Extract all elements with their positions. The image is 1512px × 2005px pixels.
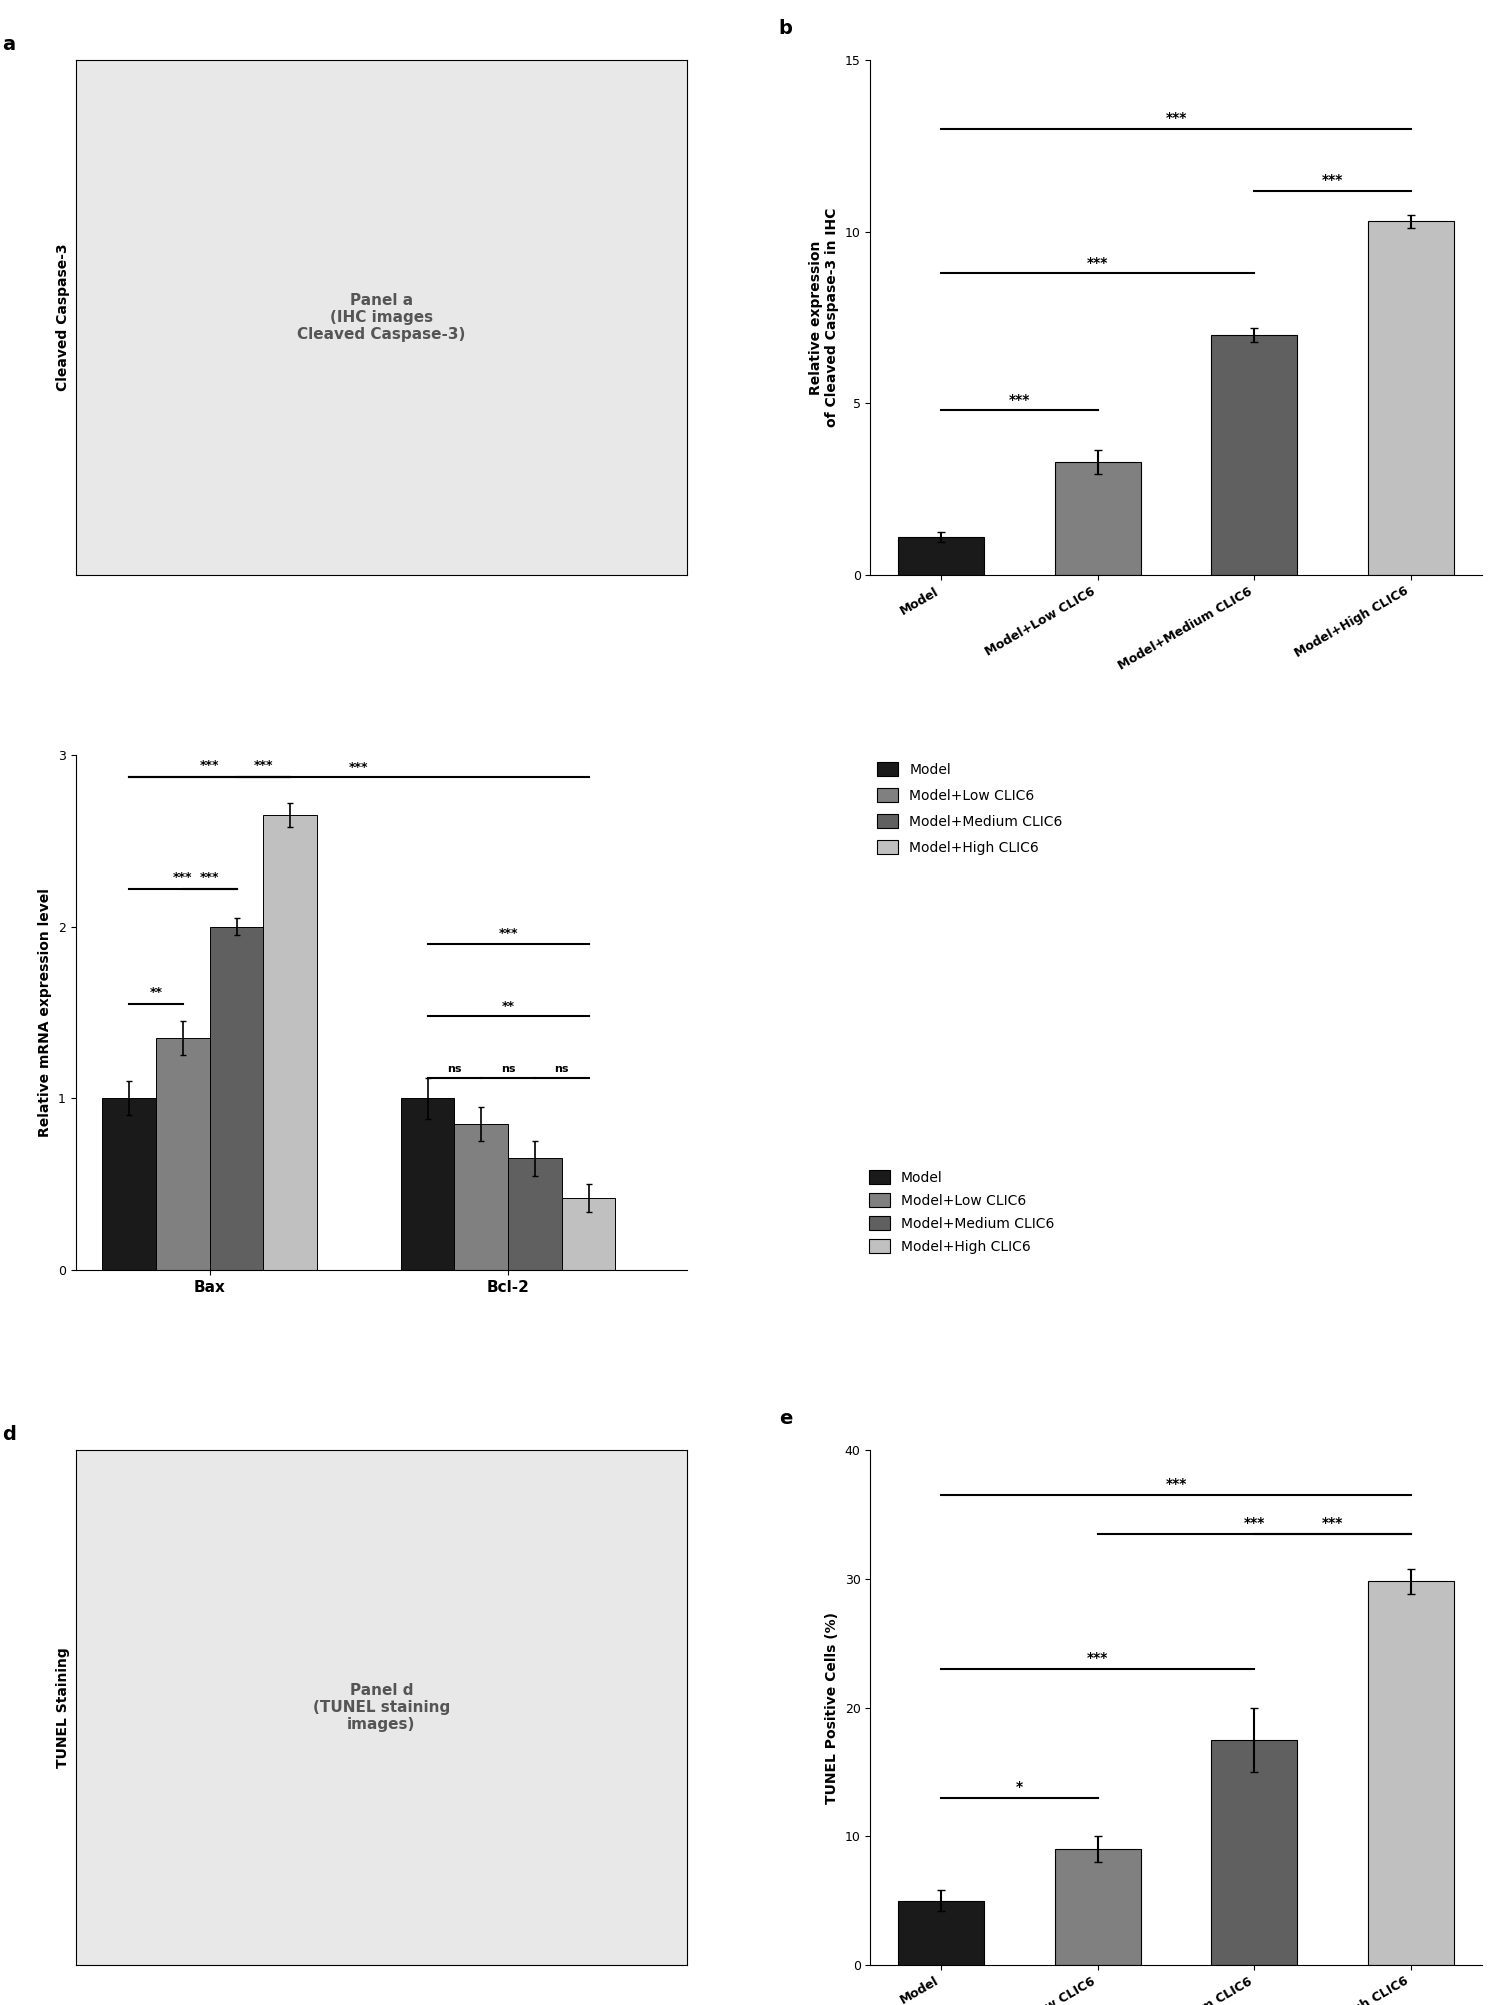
Text: ***: ***: [1321, 1516, 1343, 1530]
Text: Panel a
(IHC images
Cleaved Caspase-3): Panel a (IHC images Cleaved Caspase-3): [296, 293, 466, 343]
Text: d: d: [2, 1426, 17, 1444]
Bar: [1368, 221, 1455, 575]
Y-axis label: Relative expression
of Cleaved Caspase-3 in IHC: Relative expression of Cleaved Caspase-3…: [809, 209, 839, 427]
Bar: [210, 926, 263, 1269]
Text: ***: ***: [499, 928, 517, 940]
Legend: Model, Model+Low CLIC6, Model+Medium CLIC6, Model+High CLIC6: Model, Model+Low CLIC6, Model+Medium CLI…: [877, 762, 1063, 854]
Bar: [508, 1159, 562, 1269]
Bar: [103, 1099, 156, 1269]
Text: ***: ***: [1087, 1650, 1108, 1664]
Y-axis label: TUNEL Positive Cells (%): TUNEL Positive Cells (%): [826, 1612, 839, 1805]
Text: ***: ***: [1009, 393, 1030, 407]
Bar: [263, 816, 318, 1269]
Text: b: b: [779, 20, 792, 38]
Bar: [1368, 1582, 1455, 1965]
Text: Panel d
(TUNEL staining
images): Panel d (TUNEL staining images): [313, 1682, 451, 1732]
Legend: Model, Model+Low CLIC6, Model+Medium CLIC6, Model+High CLIC6: Model, Model+Low CLIC6, Model+Medium CLI…: [869, 1169, 1054, 1253]
Text: ns: ns: [448, 1065, 461, 1075]
Bar: [1055, 1849, 1142, 1965]
Text: ns: ns: [500, 1065, 516, 1075]
Text: ***: ***: [174, 870, 192, 884]
Text: ***: ***: [1244, 1516, 1266, 1530]
Bar: [1211, 335, 1297, 575]
Bar: [562, 1197, 615, 1269]
Text: ns: ns: [555, 1065, 569, 1075]
Text: ***: ***: [1087, 255, 1108, 269]
Text: *: *: [1016, 1780, 1024, 1794]
Text: **: **: [150, 986, 163, 998]
Y-axis label: TUNEL Staining: TUNEL Staining: [56, 1648, 70, 1768]
Bar: [898, 1901, 984, 1965]
Text: e: e: [779, 1410, 792, 1428]
Text: ***: ***: [1166, 1478, 1187, 1492]
Y-axis label: Cleaved Caspase-3: Cleaved Caspase-3: [56, 245, 70, 391]
Text: ***: ***: [1166, 112, 1187, 126]
Y-axis label: Relative mRNA expression level: Relative mRNA expression level: [38, 888, 53, 1137]
Text: a: a: [2, 34, 15, 54]
Text: ***: ***: [200, 870, 219, 884]
Text: ***: ***: [349, 762, 369, 774]
Bar: [454, 1125, 508, 1269]
Text: ***: ***: [200, 760, 219, 772]
Text: **: **: [502, 1000, 514, 1013]
Bar: [156, 1039, 210, 1269]
Bar: [898, 537, 984, 575]
Bar: [401, 1099, 454, 1269]
Text: ***: ***: [1321, 172, 1343, 186]
Text: ***: ***: [254, 760, 274, 772]
Bar: [1211, 1740, 1297, 1965]
Bar: [1055, 461, 1142, 575]
